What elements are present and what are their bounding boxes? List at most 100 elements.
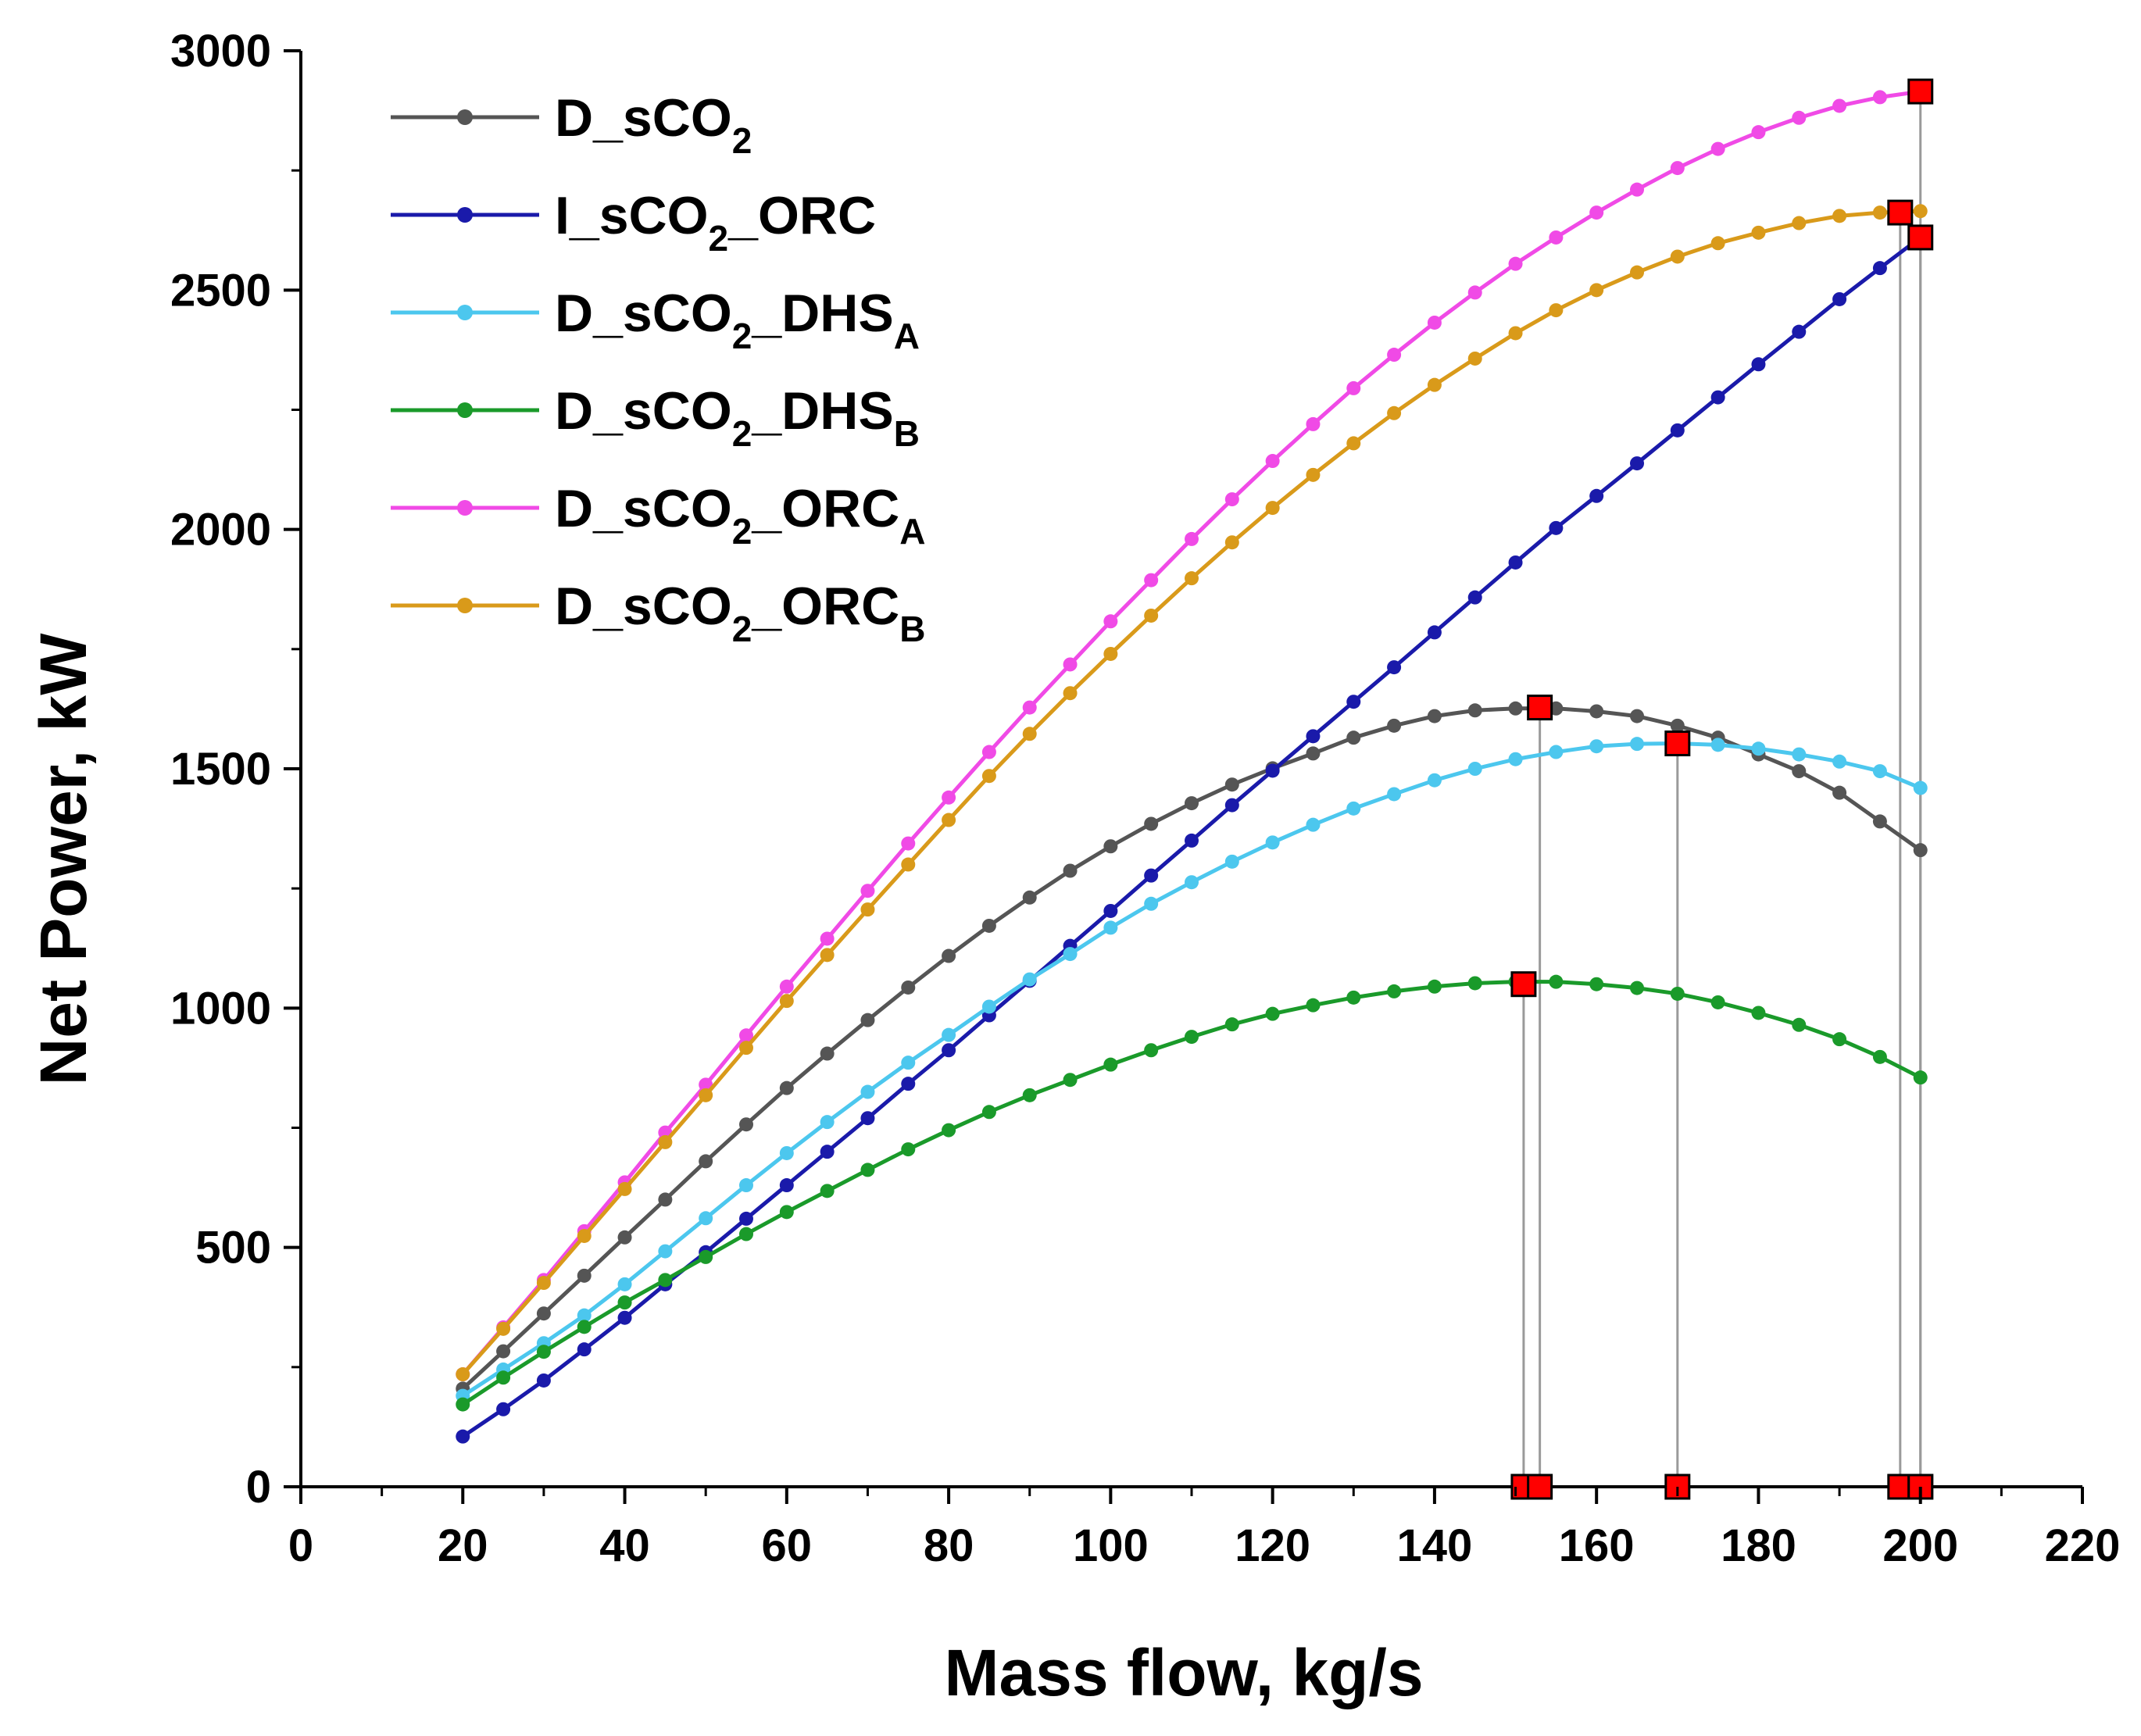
data-point bbox=[536, 1306, 551, 1321]
y-tick-label: 1500 bbox=[170, 744, 271, 795]
data-point bbox=[536, 1276, 551, 1291]
data-point bbox=[1751, 125, 1766, 140]
data-point bbox=[1792, 764, 1807, 779]
data-point bbox=[456, 1397, 470, 1412]
data-point bbox=[1346, 695, 1361, 709]
data-point bbox=[942, 1027, 956, 1042]
data-point bbox=[779, 979, 794, 994]
x-tick-label: 220 bbox=[2045, 1520, 2121, 1571]
data-point bbox=[699, 1154, 713, 1169]
data-point bbox=[1508, 752, 1523, 766]
data-point bbox=[1224, 1017, 1239, 1032]
y-tick-label: 1000 bbox=[170, 983, 271, 1034]
data-point bbox=[1670, 986, 1685, 1001]
data-point bbox=[1387, 348, 1402, 363]
data-point bbox=[1832, 785, 1847, 800]
data-point bbox=[1387, 984, 1402, 998]
data-point bbox=[1792, 110, 1807, 125]
data-point bbox=[1589, 205, 1604, 220]
data-point bbox=[1832, 209, 1847, 223]
series-lines bbox=[456, 84, 1928, 1444]
data-point bbox=[1346, 801, 1361, 816]
data-point bbox=[496, 1344, 511, 1359]
x-tick-label: 140 bbox=[1397, 1520, 1473, 1571]
data-point bbox=[1508, 701, 1523, 716]
data-point bbox=[1467, 590, 1482, 605]
data-point bbox=[1144, 1043, 1159, 1058]
data-point bbox=[1103, 920, 1118, 935]
data-point bbox=[1670, 249, 1685, 264]
data-point bbox=[1630, 182, 1644, 197]
data-point bbox=[1792, 216, 1807, 230]
data-point bbox=[1265, 454, 1280, 469]
y-tick-label: 500 bbox=[195, 1223, 271, 1273]
optimum-marker bbox=[1907, 78, 1934, 105]
data-point bbox=[1589, 977, 1604, 991]
x-tick-label: 40 bbox=[599, 1520, 650, 1571]
data-point bbox=[1022, 1088, 1037, 1102]
data-point bbox=[1224, 535, 1239, 550]
data-point bbox=[942, 1123, 956, 1138]
x-tick-label: 80 bbox=[924, 1520, 974, 1571]
data-point bbox=[1872, 261, 1887, 276]
data-point bbox=[1306, 998, 1321, 1013]
data-point bbox=[1103, 839, 1118, 854]
data-point bbox=[1063, 657, 1078, 672]
series-D_sCO2_ORCA bbox=[456, 84, 1928, 1382]
data-point bbox=[1872, 90, 1887, 105]
data-point bbox=[496, 1402, 511, 1416]
data-point bbox=[981, 769, 996, 784]
data-point bbox=[1063, 863, 1078, 878]
optimum-marker bbox=[1664, 730, 1691, 757]
data-point bbox=[658, 1134, 673, 1149]
data-point bbox=[617, 1181, 632, 1196]
data-point bbox=[820, 1145, 835, 1159]
data-point bbox=[1710, 236, 1725, 251]
data-point bbox=[1063, 686, 1078, 701]
data-point bbox=[1549, 520, 1564, 535]
data-point bbox=[658, 1273, 673, 1288]
data-point bbox=[1265, 1006, 1280, 1021]
x-tick-label: 100 bbox=[1073, 1520, 1149, 1571]
data-point bbox=[1913, 204, 1928, 219]
data-point bbox=[658, 1192, 673, 1207]
data-point bbox=[1630, 981, 1644, 995]
data-point bbox=[617, 1310, 632, 1325]
optimum-marker bbox=[1887, 199, 1914, 226]
data-point bbox=[1022, 727, 1037, 741]
x-axis-title: Mass flow, kg/s bbox=[944, 1636, 1423, 1709]
data-point bbox=[1144, 608, 1159, 623]
data-point bbox=[779, 1205, 794, 1220]
data-point bbox=[739, 1041, 753, 1056]
data-point bbox=[1792, 747, 1807, 762]
legend-item: D_sCO2_ORCB bbox=[391, 577, 926, 649]
data-point bbox=[1467, 976, 1482, 991]
data-point bbox=[1387, 787, 1402, 802]
data-point bbox=[1022, 972, 1037, 987]
data-point bbox=[901, 1077, 916, 1091]
data-point bbox=[577, 1228, 592, 1243]
data-point bbox=[901, 1056, 916, 1070]
series-D_sCO2_DHSB bbox=[456, 974, 1928, 1412]
x-tick-label: 0 bbox=[288, 1520, 313, 1571]
data-point bbox=[699, 1249, 713, 1264]
data-point bbox=[1872, 764, 1887, 779]
y-tick-label: 3000 bbox=[170, 26, 271, 77]
data-point bbox=[1427, 709, 1442, 723]
legend-label: I_sCO2_ORC bbox=[555, 186, 876, 259]
data-point bbox=[617, 1295, 632, 1310]
data-point bbox=[1589, 488, 1604, 503]
optimum-marker bbox=[1527, 695, 1553, 721]
data-point bbox=[942, 1043, 956, 1058]
data-point bbox=[1589, 704, 1604, 719]
series-D_sCO2_ORCB bbox=[456, 204, 1928, 1382]
data-point bbox=[981, 918, 996, 933]
x-tick-label: 160 bbox=[1559, 1520, 1635, 1571]
y-tick-label: 2500 bbox=[170, 265, 271, 316]
legend: D_sCO2 I_sCO2_ORC D_sCO2_DHSA D_sCO2_DHSB D_… bbox=[391, 88, 926, 649]
series-line bbox=[461, 706, 1922, 1391]
data-point bbox=[1913, 1070, 1928, 1085]
legend-swatch-point bbox=[457, 207, 473, 223]
data-point bbox=[1630, 265, 1644, 280]
data-point bbox=[1792, 1017, 1807, 1032]
